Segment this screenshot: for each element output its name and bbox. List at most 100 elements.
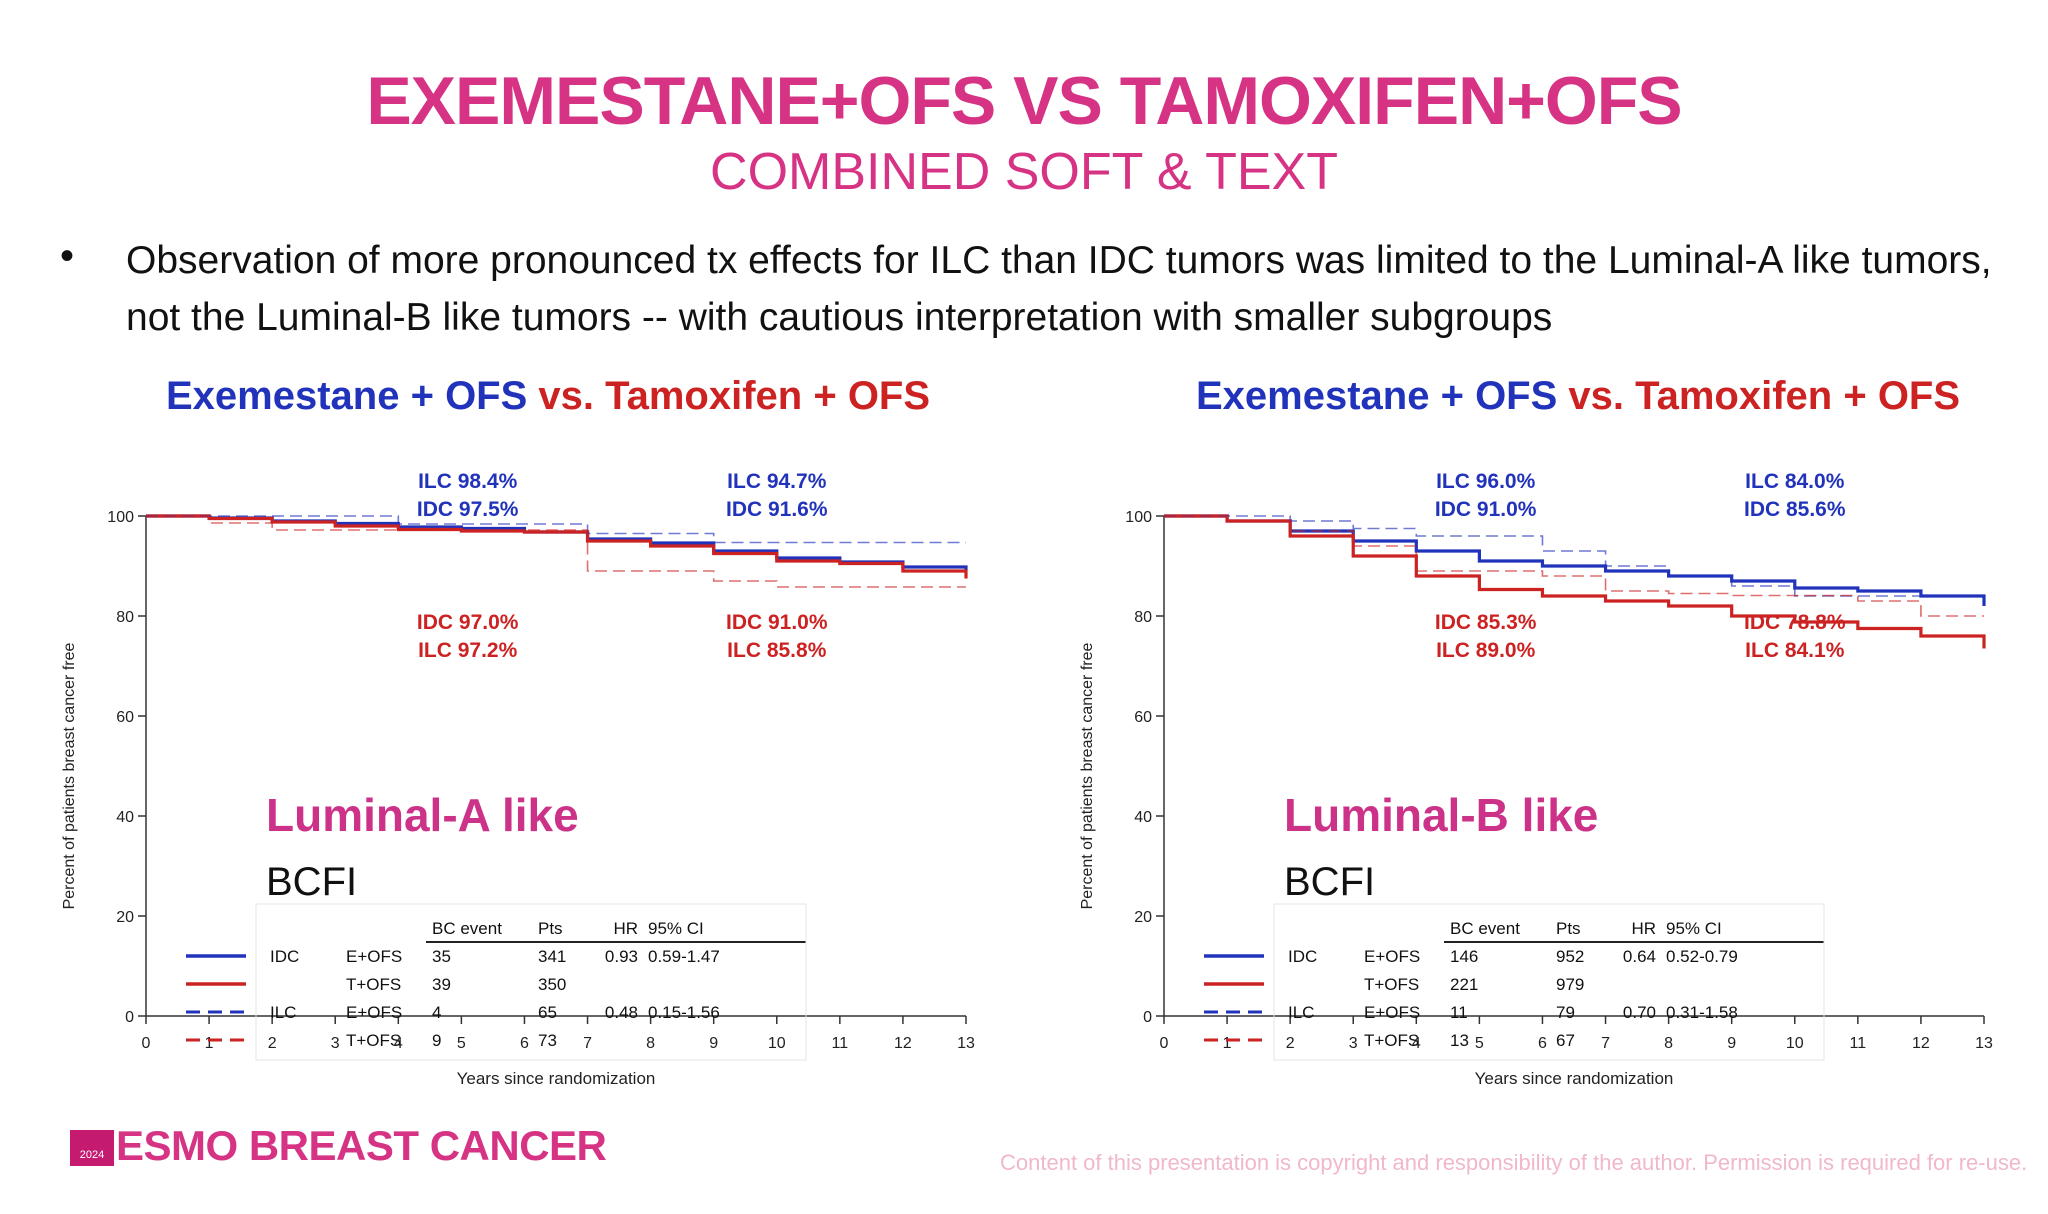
x-tick-label: 12 (894, 1035, 912, 1052)
left-title-tam: Tamoxifen + OFS (605, 374, 931, 418)
x-axis-label: Years since randomization (1475, 1069, 1674, 1088)
footer-conference-name: ESMO BREAST CANCER (116, 1122, 607, 1169)
table-header-cell: Pts (538, 919, 563, 938)
x-tick-label: 5 (457, 1035, 466, 1052)
y-tick-label: 20 (116, 909, 134, 926)
table-cell: 0.31-1.58 (1666, 1003, 1738, 1022)
table-cell: IDC (270, 947, 299, 966)
table-cell: 0.70 (1623, 1003, 1656, 1022)
x-tick-label: 9 (709, 1035, 718, 1052)
table-cell: 67 (1556, 1031, 1575, 1050)
km-curve-idc-t-ofs (146, 514, 968, 579)
footer-year-badge: 2024 (70, 1130, 114, 1166)
x-tick-label: 3 (1349, 1035, 1358, 1052)
annotation-top-right: ILC 84.0% (1745, 470, 1845, 493)
km-curve-ilc-t-ofs (1164, 515, 1984, 617)
km-curve-ilc-t-ofs (146, 515, 966, 588)
annotation-top-left: ILC 96.0% (1436, 470, 1536, 493)
table-cell: E+OFS (1364, 947, 1420, 966)
table-frame (1273, 903, 1825, 1061)
endpoint-label: BCFI (266, 860, 357, 904)
y-tick-label: 60 (1134, 709, 1152, 726)
x-tick-label: 13 (1975, 1035, 1993, 1052)
table-cell: 0.52-0.79 (1666, 947, 1738, 966)
table-header-cell: 95% CI (1666, 919, 1722, 938)
endpoint-label: BCFI (1284, 860, 1375, 904)
table-cell: 79 (1556, 1003, 1575, 1022)
table-cell: 979 (1556, 975, 1584, 994)
bullet-text: Observation of more pronounced tx effect… (126, 239, 1992, 339)
annotation-top-right: ILC 94.7% (727, 470, 827, 493)
table-cell: 35 (432, 947, 451, 966)
table-cell: 4 (432, 1003, 441, 1022)
x-tick-label: 4 (1412, 1035, 1421, 1052)
table-header-cell: Pts (1556, 919, 1581, 938)
x-tick-label: 7 (1601, 1035, 1610, 1052)
annotation-top-left: IDC 97.5% (417, 498, 519, 521)
km-curve-ilc-e-ofs (146, 515, 966, 544)
y-tick-label: 80 (116, 609, 134, 626)
table-cell: T+OFS (1364, 975, 1419, 994)
table-frame (255, 903, 807, 1061)
annotation-bottom-left: IDC 97.0% (417, 611, 519, 634)
x-tick-label: 12 (1912, 1035, 1930, 1052)
y-axis-label: Percent of patients breast cancer free (1079, 642, 1096, 909)
table-cell: 0.15-1.56 (648, 1003, 720, 1022)
x-tick-label: 11 (832, 1035, 849, 1052)
bullet-marker: • (60, 234, 75, 278)
table-header-cell: 95% CI (648, 919, 704, 938)
right-panel-title: Exemestane + OFS vs. Tamoxifen + OFS (1196, 374, 1960, 419)
annotation-bottom-left: ILC 97.2% (418, 639, 518, 662)
table-cell: 146 (1450, 947, 1478, 966)
x-tick-label: 6 (1538, 1035, 1547, 1052)
right-title-exe: Exemestane + OFS (1196, 374, 1558, 418)
y-axis-label: Percent of patients breast cancer free (61, 642, 78, 909)
table-cell: 0.59-1.47 (648, 947, 720, 966)
y-tick-label: 80 (1134, 609, 1152, 626)
x-tick-label: 7 (583, 1035, 592, 1052)
x-tick-label: 6 (520, 1035, 529, 1052)
table-header-cell: HR (1631, 919, 1656, 938)
y-tick-label: 100 (1125, 509, 1152, 526)
table-cell: 0.93 (605, 947, 638, 966)
annotation-top-left: IDC 91.0% (1435, 498, 1537, 521)
annotation-top-right: IDC 85.6% (1744, 498, 1846, 521)
annotation-top-left: ILC 98.4% (418, 470, 518, 493)
table-cell: E+OFS (346, 1003, 402, 1022)
table-cell: 9 (432, 1031, 441, 1050)
annotation-bottom-right: ILC 84.1% (1745, 639, 1845, 662)
km-curve-ilc-e-ofs (1164, 515, 1984, 597)
annotation-bottom-left: IDC 85.3% (1435, 611, 1537, 634)
table-header-cell: BC event (432, 919, 502, 938)
x-tick-label: 8 (646, 1035, 655, 1052)
annotation-bottom-right: IDC 78.8% (1744, 611, 1846, 634)
x-tick-label: 2 (1286, 1035, 1295, 1052)
km-curve-idc-e-ofs (1164, 514, 1986, 606)
table-cell: 39 (432, 975, 451, 994)
x-tick-label: 10 (768, 1035, 786, 1052)
y-tick-label: 60 (116, 709, 134, 726)
table-cell: 73 (538, 1031, 557, 1050)
annotation-top-right: IDC 91.6% (726, 498, 828, 521)
x-tick-label: 13 (957, 1035, 975, 1052)
right-title-tam: Tamoxifen + OFS (1635, 374, 1961, 418)
annotation-bottom-right: IDC 91.0% (726, 611, 828, 634)
right-title-vs: vs. (1568, 374, 1625, 418)
x-tick-label: 2 (268, 1035, 277, 1052)
table-cell: IDC (1288, 947, 1317, 966)
x-tick-label: 8 (1664, 1035, 1673, 1052)
annotation-bottom-right: ILC 85.8% (727, 639, 827, 662)
x-tick-label: 1 (205, 1035, 214, 1052)
x-tick-label: 3 (331, 1035, 340, 1052)
table-cell: 0.48 (605, 1003, 638, 1022)
table-header-cell: HR (613, 919, 638, 938)
table-cell: T+OFS (1364, 1031, 1419, 1050)
table-cell: 341 (538, 947, 566, 966)
y-tick-label: 100 (107, 509, 134, 526)
km-curve-idc-t-ofs (1164, 514, 1986, 649)
table-cell: 952 (1556, 947, 1584, 966)
left-title-exe: Exemestane + OFS (166, 374, 528, 418)
table-cell: 65 (538, 1003, 557, 1022)
